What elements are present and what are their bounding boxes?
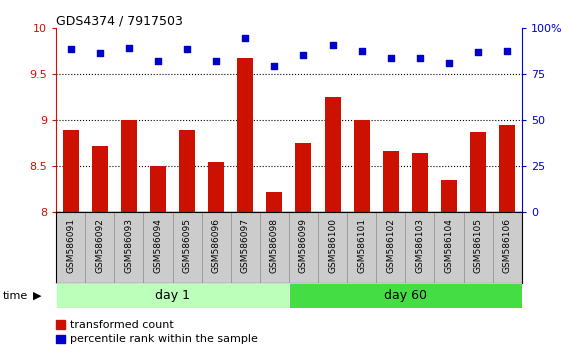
Bar: [434, 212, 463, 283]
Text: percentile rank within the sample: percentile rank within the sample: [70, 334, 258, 344]
Text: GSM586092: GSM586092: [95, 218, 104, 273]
Text: GSM586102: GSM586102: [387, 218, 396, 273]
Text: GSM586095: GSM586095: [182, 218, 191, 273]
Bar: [208, 162, 224, 212]
Point: [211, 59, 220, 64]
Bar: [92, 146, 108, 212]
Point: [95, 50, 104, 56]
Text: day 1: day 1: [155, 289, 190, 302]
Bar: [114, 212, 144, 283]
Bar: [56, 212, 85, 283]
Bar: [347, 212, 376, 283]
Bar: [260, 212, 289, 283]
Point: [444, 61, 453, 66]
Point: [387, 55, 396, 61]
Bar: [376, 212, 405, 283]
Bar: [405, 212, 434, 283]
Point: [182, 46, 191, 51]
Text: GSM586097: GSM586097: [241, 218, 250, 273]
Point: [503, 48, 512, 54]
Bar: [201, 212, 231, 283]
Text: day 60: day 60: [384, 289, 427, 302]
Bar: [383, 151, 399, 212]
Text: GSM586105: GSM586105: [473, 218, 482, 273]
Point: [328, 42, 337, 48]
Bar: [412, 153, 428, 212]
Point: [473, 50, 482, 55]
Bar: [470, 132, 486, 212]
Bar: [441, 180, 457, 212]
Text: GSM586104: GSM586104: [444, 218, 453, 273]
Bar: [289, 283, 522, 308]
Text: GSM586096: GSM586096: [211, 218, 220, 273]
Bar: [325, 97, 341, 212]
Point: [154, 58, 163, 63]
Text: GSM586101: GSM586101: [357, 218, 366, 273]
Bar: [289, 212, 318, 283]
Bar: [121, 120, 137, 212]
Bar: [463, 212, 493, 283]
Bar: [173, 212, 201, 283]
Bar: [296, 143, 311, 212]
Text: transformed count: transformed count: [70, 320, 174, 330]
Point: [415, 55, 424, 61]
Bar: [499, 125, 515, 212]
Point: [66, 46, 75, 51]
Point: [241, 36, 250, 41]
Bar: [85, 212, 114, 283]
Bar: [237, 58, 253, 212]
Text: GSM586098: GSM586098: [270, 218, 279, 273]
Point: [357, 48, 366, 54]
Bar: [266, 192, 282, 212]
Text: GSM586103: GSM586103: [415, 218, 424, 273]
Bar: [56, 283, 289, 308]
Bar: [144, 212, 173, 283]
Text: ▶: ▶: [33, 291, 41, 301]
Text: GSM586100: GSM586100: [328, 218, 337, 273]
Text: time: time: [3, 291, 28, 301]
Text: GSM586094: GSM586094: [154, 218, 163, 273]
Text: GSM586106: GSM586106: [503, 218, 512, 273]
Bar: [231, 212, 260, 283]
Text: GSM586093: GSM586093: [125, 218, 134, 273]
Bar: [353, 120, 370, 212]
Bar: [63, 130, 79, 212]
Bar: [493, 212, 522, 283]
Point: [125, 45, 134, 51]
Point: [299, 52, 308, 58]
Bar: [179, 130, 195, 212]
Bar: [318, 212, 347, 283]
Point: [270, 63, 279, 69]
Text: GSM586091: GSM586091: [66, 218, 75, 273]
Bar: [150, 166, 166, 212]
Text: GDS4374 / 7917503: GDS4374 / 7917503: [56, 14, 183, 27]
Text: GSM586099: GSM586099: [299, 218, 308, 273]
